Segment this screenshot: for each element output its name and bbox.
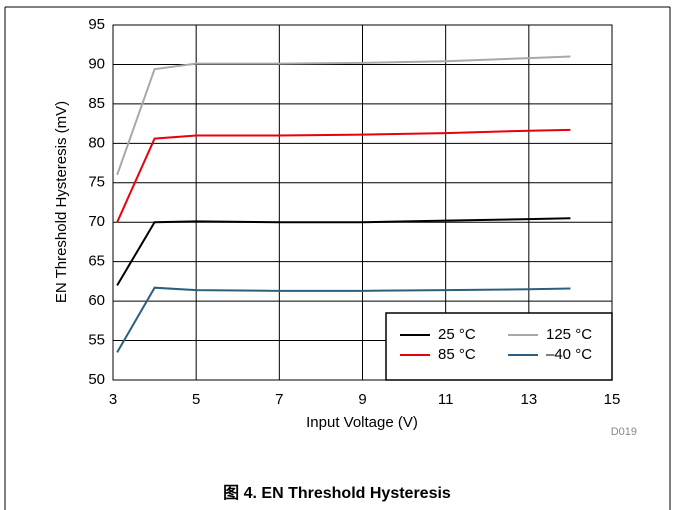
y-tick-label: 80 xyxy=(88,134,105,151)
caption: 图 4. EN Threshold Hysteresis xyxy=(223,484,451,502)
y-tick-label: 70 xyxy=(88,213,105,230)
x-axis-label: Input Voltage (V) xyxy=(306,414,418,431)
x-tick-label: 5 xyxy=(192,391,200,408)
x-tick-label: 11 xyxy=(438,391,454,408)
x-tick-label: 3 xyxy=(109,391,117,408)
x-tick-label: 7 xyxy=(275,391,283,408)
y-tick-label: 60 xyxy=(88,292,105,309)
series-line xyxy=(116,55,571,176)
plot-border xyxy=(112,24,613,381)
x-tick-label: 9 xyxy=(358,391,366,408)
x-tick-label: 13 xyxy=(520,391,537,408)
legend-label: –40 °C xyxy=(546,346,592,363)
y-tick-label: 85 xyxy=(88,95,105,112)
x-tick-label: 15 xyxy=(604,391,621,408)
series-line xyxy=(116,128,571,223)
legend-label: 25 °C xyxy=(438,326,476,343)
y-tick-label: 75 xyxy=(88,174,105,191)
y-tick-label: 55 xyxy=(88,332,105,349)
y-tick-label: 65 xyxy=(88,253,105,270)
legend-box xyxy=(385,312,613,381)
y-axis-label: EN Threshold Hysteresis (mV) xyxy=(53,101,70,303)
legend-label: 85 °C xyxy=(438,346,476,363)
y-tick-label: 95 xyxy=(88,16,105,33)
series-line xyxy=(116,286,571,353)
chart-note: D019 xyxy=(611,426,637,438)
y-tick-label: 50 xyxy=(88,371,105,388)
y-tick-label: 90 xyxy=(88,55,105,72)
legend-label: 125 °C xyxy=(546,326,592,343)
series-line xyxy=(116,217,571,286)
